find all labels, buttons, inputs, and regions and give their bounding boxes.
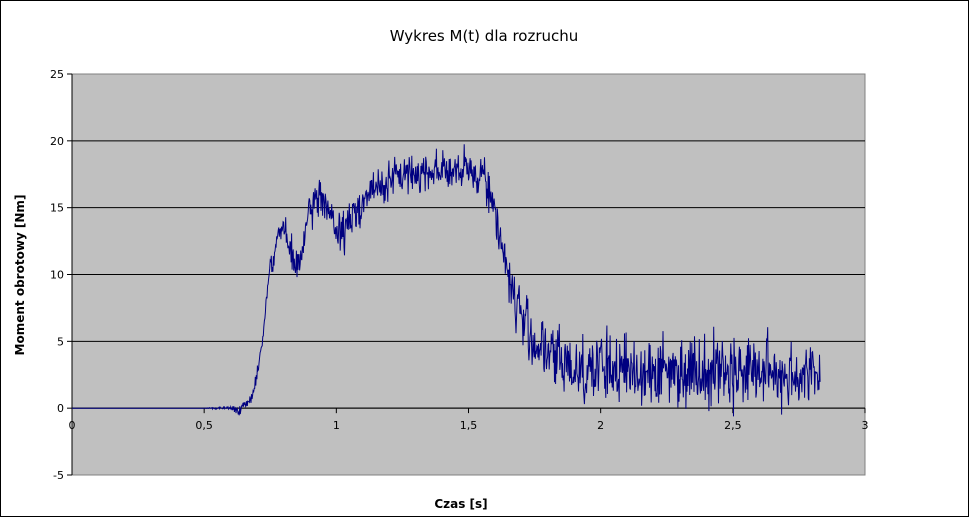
x-tick-label: 0,5	[195, 419, 213, 432]
x-tick-label: 2	[597, 419, 604, 432]
x-tick-label: 3	[862, 419, 869, 432]
y-tick-labels: -5 0 5 10 15 20 25	[50, 68, 64, 482]
y-tick-label: 15	[50, 202, 64, 215]
y-tick-label: 20	[50, 135, 64, 148]
x-tick-label: 1	[333, 419, 340, 432]
x-tick-labels: 0 0,5 1 1,5 2 2,5 3	[69, 419, 869, 432]
x-tick-label: 2,5	[724, 419, 742, 432]
y-tick-label: -5	[53, 469, 64, 482]
y-tick-label: 25	[50, 68, 64, 81]
chart-title: Wykres M(t) dla rozruchu	[390, 27, 579, 45]
y-tick-label: 10	[50, 269, 64, 282]
y-axis-title: Moment obrotowy [Nm]	[13, 195, 27, 356]
x-tick-label: 0	[69, 419, 76, 432]
y-tick-label: 5	[57, 335, 64, 348]
series-line	[72, 144, 821, 417]
y-tick-label: 0	[57, 402, 64, 415]
x-axis-title: Czas [s]	[434, 497, 487, 511]
x-tick-label: 1,5	[460, 419, 478, 432]
